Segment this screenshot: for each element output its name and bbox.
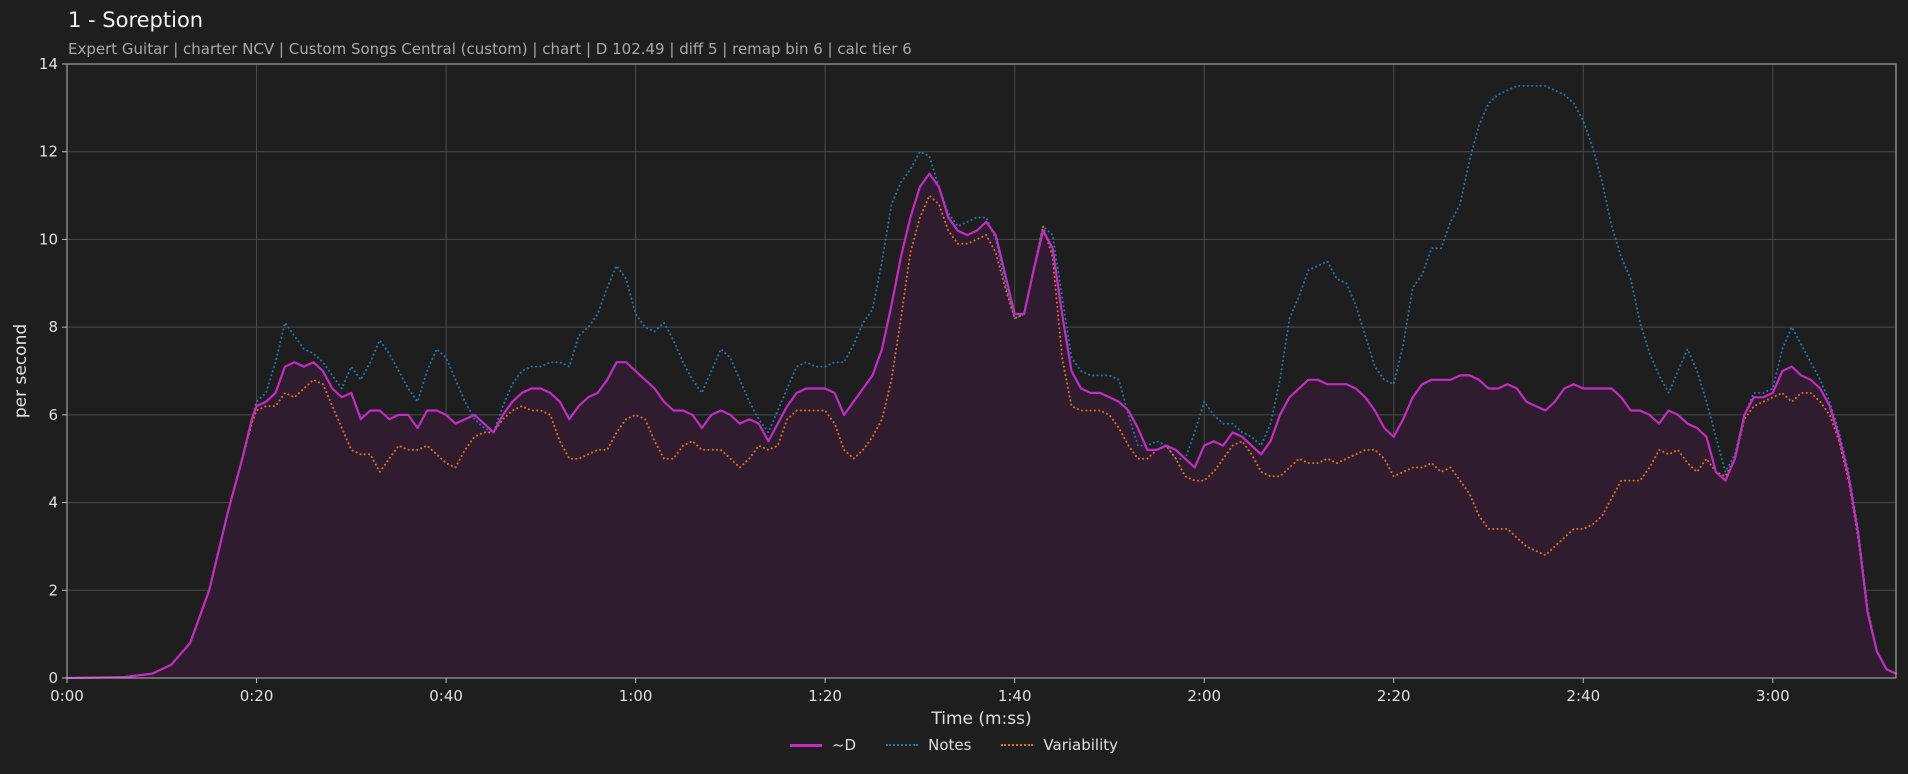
legend-label: Notes [928,736,972,754]
y-tick-label: 4 [48,494,58,512]
x-tick-label: 2:00 [1187,687,1221,705]
x-tick-label: 3:00 [1756,687,1790,705]
legend-label: ~D [831,736,857,754]
y-tick-label: 14 [39,55,58,73]
legend: ~D Notes Variability [0,736,1908,754]
y-tick-label: 8 [48,318,58,336]
series-layer [65,84,1898,680]
chart-title: 1 - Soreption [68,8,204,32]
x-tick-label: 0:40 [429,687,463,705]
ticks: 0 2 4 6 8 10 12 14 0:00 0:20 0:40 1:00 1:20 1:40 2:00 2… [39,55,1790,705]
d-area-fill [67,173,1896,678]
x-tick-label: 1:20 [808,687,842,705]
chart-subtitle: Expert Guitar | charter NCV | Custom Son… [68,40,912,58]
legend-label: Variability [1043,736,1119,754]
legend-swatch-notes [886,744,919,746]
plot-frame [66,63,1897,679]
x-axis-label: Time (m:ss) [930,709,1031,729]
legend-swatch-d [789,743,822,747]
legend-item-d: ~D [789,736,857,754]
x-tick-label: 0:00 [50,687,84,705]
y-tick-label: 10 [39,230,58,248]
x-tick-label: 0:20 [240,687,274,705]
y-tick-label: 6 [48,406,58,424]
y-axis-label: per second [11,324,31,418]
series-line-variability [66,194,1897,679]
y-tick-label: 2 [48,581,58,599]
series-line-d [65,172,1898,680]
y-tick-label: 0 [48,669,58,687]
x-tick-label: 2:20 [1377,687,1411,705]
legend-swatch-variability [1001,744,1034,746]
x-tick-label: 2:40 [1566,687,1600,705]
x-tick-label: 1:00 [619,687,653,705]
y-tick-label: 12 [39,143,58,161]
legend-item-variability: Variability [1001,736,1118,754]
x-tick-label: 1:40 [998,687,1032,705]
legend-item-notes: Notes [886,736,971,754]
